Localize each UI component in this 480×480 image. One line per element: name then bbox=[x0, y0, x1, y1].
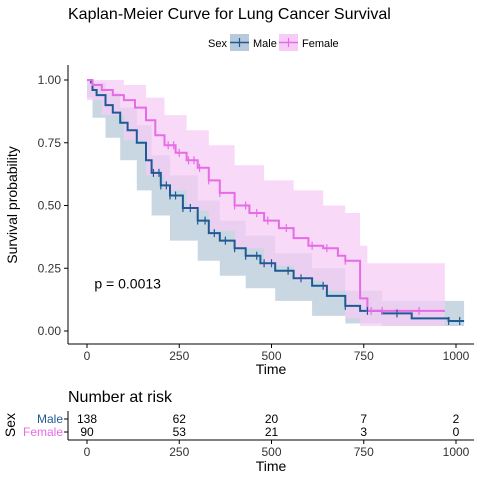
x-tick-label: 1000 bbox=[443, 349, 470, 363]
risk-count-female: 21 bbox=[265, 425, 279, 439]
legend-label-male: Male bbox=[253, 38, 277, 50]
risk-count-male: 2 bbox=[453, 412, 460, 426]
x-tick-label: 500 bbox=[261, 349, 281, 363]
legend-item-female: Female bbox=[279, 34, 339, 51]
y-tick-label: 0.00 bbox=[38, 324, 62, 338]
risk-count-female: 90 bbox=[80, 425, 94, 439]
risk-table-rows: Male 138 62 20 7 2 Female 90 53 21 3 0 bbox=[23, 412, 460, 439]
x-tick-label: 0 bbox=[84, 349, 91, 363]
risk-x-tick-label: 500 bbox=[261, 445, 281, 459]
confidence-band-female bbox=[87, 80, 445, 326]
p-value-annotation: p = 0.0013 bbox=[94, 275, 161, 291]
risk-x-tick-label: 750 bbox=[354, 445, 374, 459]
survival-curves bbox=[87, 79, 465, 322]
risk-row-label-female: Female bbox=[23, 425, 63, 439]
risk-count-male: 62 bbox=[173, 412, 187, 426]
x-tick-label: 250 bbox=[169, 349, 189, 363]
confidence-bands bbox=[87, 80, 465, 326]
y-axis-ticks: 0.00 0.25 0.50 0.75 1.00 bbox=[38, 73, 68, 338]
survival-curve-female bbox=[87, 79, 445, 312]
legend-label-female: Female bbox=[302, 38, 339, 50]
risk-count-female: 0 bbox=[453, 425, 460, 439]
y-tick-label: 0.25 bbox=[38, 261, 62, 275]
x-axis-ticks: 0 250 500 750 1000 bbox=[84, 344, 470, 363]
y-axis-label: Survival probability bbox=[4, 146, 20, 264]
survival-curve-male bbox=[87, 79, 465, 322]
risk-table-x-axis-label: Time bbox=[256, 458, 287, 474]
legend-title: Sex bbox=[208, 38, 227, 50]
risk-count-female: 3 bbox=[360, 425, 367, 439]
risk-table-title: Number at risk bbox=[68, 389, 173, 406]
risk-count-male: 7 bbox=[360, 412, 367, 426]
risk-count-male: 20 bbox=[265, 412, 279, 426]
legend-item-male: Male bbox=[230, 34, 277, 51]
y-tick-label: 0.50 bbox=[38, 199, 62, 213]
x-axis-label: Time bbox=[256, 361, 287, 377]
risk-count-female: 53 bbox=[173, 425, 187, 439]
risk-row-label-male: Male bbox=[37, 412, 63, 426]
risk-x-tick-label: 0 bbox=[84, 445, 91, 459]
risk-table-strata-label: Sex bbox=[2, 413, 18, 437]
risk-count-male: 138 bbox=[77, 412, 97, 426]
risk-table-x-ticks: 0 250 500 750 1000 bbox=[84, 440, 470, 459]
risk-x-tick-label: 250 bbox=[169, 445, 189, 459]
risk-x-tick-label: 1000 bbox=[443, 445, 470, 459]
y-tick-label: 1.00 bbox=[38, 73, 62, 87]
chart-title: Kaplan-Meier Curve for Lung Cancer Survi… bbox=[68, 6, 391, 23]
x-tick-label: 750 bbox=[354, 349, 374, 363]
y-tick-label: 0.75 bbox=[38, 136, 62, 150]
legend: Sex Male Female bbox=[208, 34, 339, 51]
censor-marks bbox=[152, 141, 461, 325]
